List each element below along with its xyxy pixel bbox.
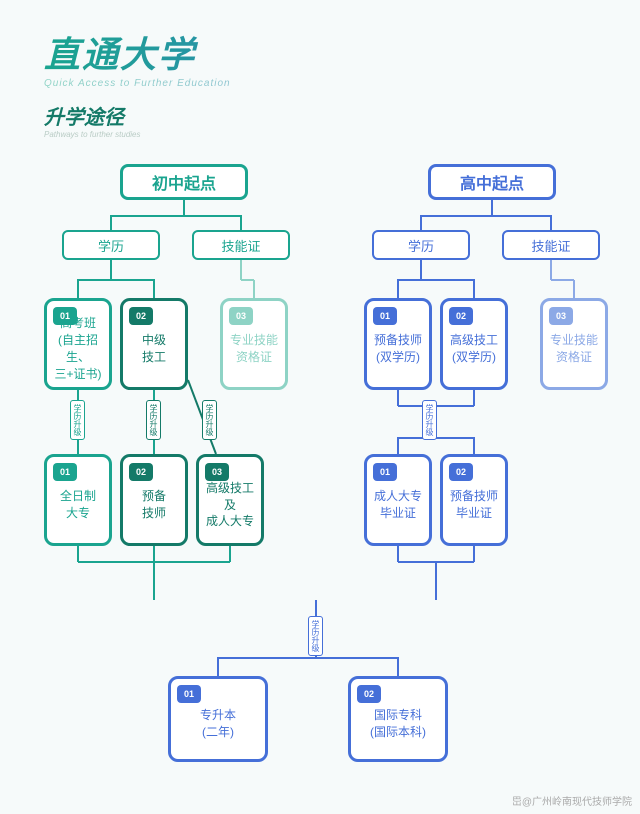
left-node-01: 01高考班 (自主招生、 三+证书) [44, 298, 112, 390]
left-header: 初中起点 [120, 164, 248, 200]
number-badge: 03 [229, 307, 253, 325]
left-row2-03: 03高级技工 及 成人大专 [196, 454, 264, 546]
pill-upgrade: 学历升级 [308, 616, 323, 656]
number-badge: 01 [373, 463, 397, 481]
watermark: 岊@广州岭南现代技师学院 [512, 793, 632, 808]
left-node-02: 02 中级 技工 [120, 298, 188, 390]
left-row2-01: 01 全日制 大专 [44, 454, 112, 546]
left-cat-skill: 技能证 [192, 230, 290, 260]
left-row2-02: 02 预备 技师 [120, 454, 188, 546]
right-row2-01: 01 成人大专 毕业证 [364, 454, 432, 546]
node-label: 中级 技工 [138, 332, 170, 366]
node-label: 专升本 (二年) [196, 707, 240, 741]
node-label: 高级技工 及 成人大专 [202, 480, 258, 530]
page-subtitle: Quick Access to Further Education [44, 78, 596, 89]
number-badge: 01 [373, 307, 397, 325]
right-row2-02: 02 预备技师 毕业证 [440, 454, 508, 546]
node-label: 成人大专 毕业证 [370, 488, 426, 522]
node-label: 全日制 大专 [56, 488, 100, 522]
right-skill-node: 03 专业技能 资格证 [540, 298, 608, 390]
section-subtitle: Pathways to further studies [44, 130, 596, 139]
pill-upgrade: 学历升级 [202, 400, 217, 440]
node-label: 国际专科 (国际本科) [366, 707, 430, 741]
node-label: 预备 技师 [138, 488, 170, 522]
left-cat-degree: 学历 [62, 230, 160, 260]
node-label: 高考班 (自主招生、 三+证书) [47, 315, 109, 382]
right-node-02: 02 高级技工 (双学历) [440, 298, 508, 390]
right-cat-skill: 技能证 [502, 230, 600, 260]
pill-upgrade: 学历升级 [146, 400, 161, 440]
node-label: 高级技工 (双学历) [446, 332, 502, 366]
node-label: 预备技师 (双学历) [370, 332, 426, 366]
number-badge: 01 [53, 463, 77, 481]
number-badge: 03 [549, 307, 573, 325]
node-label: 预备技师 毕业证 [446, 488, 502, 522]
number-badge: 03 [205, 463, 229, 481]
page-title: 直通大学 [44, 26, 596, 78]
left-skill-node: 03 专业技能 资格证 [220, 298, 288, 390]
number-badge: 02 [129, 463, 153, 481]
number-badge: 02 [357, 685, 381, 703]
number-badge: 01 [53, 307, 77, 325]
node-label: 专业技能 资格证 [226, 332, 282, 366]
number-badge: 01 [177, 685, 201, 703]
right-cat-degree: 学历 [372, 230, 470, 260]
section-title: 升学途径 [44, 101, 596, 130]
node-label: 专业技能 资格证 [546, 332, 602, 366]
bottom-node-01: 01 专升本 (二年) [168, 676, 268, 762]
pill-upgrade: 学历升级 [422, 400, 437, 440]
number-badge: 02 [449, 307, 473, 325]
right-header: 高中起点 [428, 164, 556, 200]
bottom-node-02: 02 国际专科 (国际本科) [348, 676, 448, 762]
number-badge: 02 [129, 307, 153, 325]
number-badge: 02 [449, 463, 473, 481]
pill-upgrade: 学历升级 [70, 400, 85, 440]
right-node-01: 01 预备技师 (双学历) [364, 298, 432, 390]
